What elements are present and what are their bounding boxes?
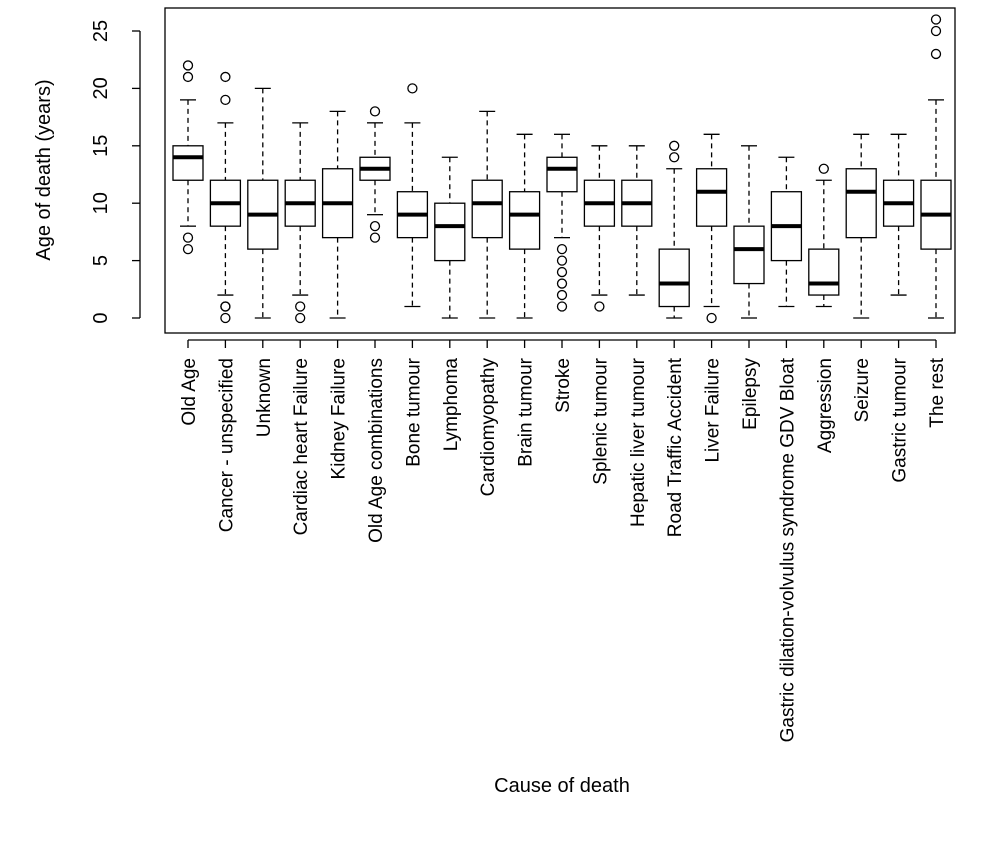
box-group: [583, 145, 616, 312]
y-tick-label: 5: [90, 255, 112, 266]
box: [434, 202, 466, 262]
box-group: [284, 122, 316, 324]
y-tick-label: 15: [90, 135, 112, 157]
outlier-point: [182, 60, 194, 71]
outlier-point: [369, 221, 381, 232]
box-group: [434, 156, 466, 319]
x-axis-label: Cause of death: [494, 775, 630, 797]
x-tick-label: Gastric tumour: [890, 357, 911, 482]
y-tick-label: 25: [90, 20, 112, 42]
x-tick-label: Stroke: [553, 358, 574, 413]
x-tick-label: Unknown: [254, 358, 275, 437]
x-tick-label: Brain tumour: [516, 357, 537, 466]
outlier-point: [930, 48, 942, 60]
box-group: [621, 145, 653, 296]
x-tick-label: Cardiac heart Failure: [291, 358, 312, 535]
outlier-point: [818, 163, 829, 174]
outlier-point: [220, 94, 231, 106]
box-group: [396, 83, 429, 308]
y-axis-label: Age of death (years): [33, 79, 55, 260]
box-group: [695, 133, 728, 324]
x-tick-label: Cancer - unspecified: [216, 358, 237, 532]
x-tick-label: Aggression: [815, 358, 836, 453]
box-group: [658, 140, 690, 319]
outlier-point: [556, 301, 568, 312]
plot-frame: [164, 7, 956, 334]
outlier-point: [556, 278, 568, 289]
box-group: [321, 110, 354, 319]
box-group: [770, 156, 803, 308]
x-tick-label: Seizure: [852, 358, 873, 422]
boxes: [172, 14, 952, 324]
outlier-point: [295, 301, 306, 312]
box-group: [845, 133, 877, 319]
outlier-point: [369, 232, 381, 243]
y-tick-label: 0: [90, 312, 112, 323]
outlier-point: [706, 312, 717, 324]
box-group: [471, 110, 503, 319]
box: [808, 248, 840, 296]
box: [546, 156, 578, 193]
outlier-point: [930, 14, 942, 25]
x-tick-label: Cardiomyopathy: [478, 358, 499, 497]
box-group: [172, 60, 204, 255]
outlier-point: [594, 301, 605, 312]
x-tick-label: The rest: [927, 357, 948, 427]
box-group: [808, 163, 840, 308]
outlier-point: [407, 83, 418, 94]
outlier-point: [295, 312, 306, 324]
x-tick-label: Hepatic liver tumour: [628, 357, 649, 527]
x-tick-label: Gastric dilation-volvulus syndrome GDV B…: [777, 357, 798, 742]
x-tick-label: Lymphoma: [441, 358, 462, 452]
box-group: [359, 106, 391, 243]
outlier-point: [182, 232, 194, 243]
box-group: [247, 87, 279, 319]
box: [658, 248, 690, 308]
box-group: [546, 133, 578, 312]
outlier-point: [669, 140, 680, 151]
outlier-point: [220, 301, 231, 312]
outlier-point: [182, 243, 194, 255]
outlier-point: [930, 25, 942, 37]
outlier-point: [556, 255, 568, 266]
outlier-point: [669, 152, 680, 163]
x-tick-label: Splenic tumour: [590, 357, 611, 484]
outlier-point: [182, 71, 194, 83]
box: [508, 191, 541, 250]
x-tick-label: Kidney Failure: [329, 358, 350, 479]
outlier-point: [556, 243, 568, 255]
box-group: [209, 71, 242, 324]
box: [172, 145, 204, 181]
y-axis: 0 5 10 15 20 25: [90, 20, 141, 324]
x-tick-label: Bone tumour: [403, 357, 424, 466]
box-group: [920, 14, 952, 319]
x-axis: Old Age Cancer - unspecified Unknown Cardia…: [179, 339, 948, 742]
box-group: [508, 133, 541, 319]
outlier-point: [556, 266, 568, 278]
box: [471, 179, 503, 239]
outlier-point: [220, 312, 231, 324]
x-tick-label: Liver Failure: [703, 358, 724, 463]
y-tick-label: 20: [90, 77, 112, 99]
x-tick-label: Old Age combinations: [366, 358, 387, 543]
box-group: [882, 133, 915, 296]
box: [733, 225, 765, 285]
box: [695, 168, 728, 227]
box: [845, 168, 877, 239]
outlier-point: [369, 106, 381, 117]
box-group: [733, 145, 765, 319]
y-tick-label: 10: [90, 192, 112, 214]
x-tick-label: Old Age: [179, 358, 200, 426]
outlier-point: [556, 289, 568, 301]
x-tick-label: Road Traffic Accident: [665, 357, 686, 537]
x-tick-label: Epilepsy: [740, 358, 761, 430]
outlier-point: [220, 71, 231, 83]
